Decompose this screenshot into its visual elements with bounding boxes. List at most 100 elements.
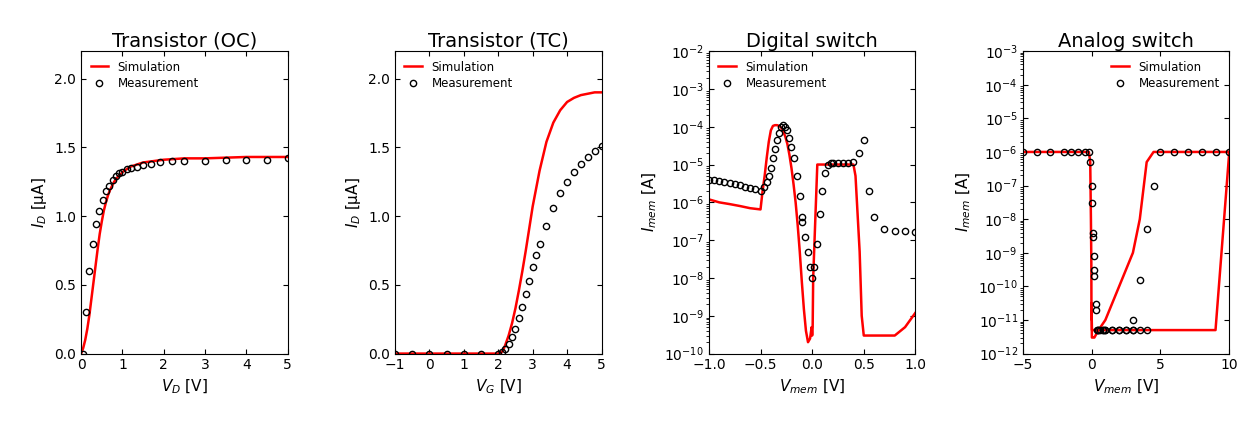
Legend: Simulation, Measurement: Simulation, Measurement <box>1108 57 1223 94</box>
Measurement <box>1088 307 1103 312</box>
Measurement <box>580 154 595 159</box>
Simulation <box>76 345 91 351</box>
Measurement <box>1063 150 1078 155</box>
Measurement <box>498 347 513 352</box>
Simulation <box>197 156 212 161</box>
Simulation <box>1071 150 1086 155</box>
Simulation <box>280 154 295 159</box>
Measurement <box>1083 159 1098 164</box>
Measurement <box>388 351 403 356</box>
Y-axis label: $I_D$ [μA]: $I_D$ [μA] <box>343 177 363 228</box>
Measurement <box>1086 230 1101 235</box>
Measurement <box>490 351 505 356</box>
Y-axis label: $I_{mem}$ [A]: $I_{mem}$ [A] <box>640 172 659 233</box>
Measurement <box>1096 328 1111 333</box>
Simulation <box>711 200 726 205</box>
Measurement <box>1085 201 1099 206</box>
Measurement <box>792 193 807 198</box>
Measurement <box>115 170 130 175</box>
Measurement <box>711 179 726 184</box>
Measurement <box>109 174 124 179</box>
Measurement <box>553 190 568 195</box>
Measurement <box>404 351 419 356</box>
Simulation <box>484 351 499 356</box>
Measurement <box>701 177 716 182</box>
Simulation <box>515 268 530 273</box>
Simulation <box>539 139 554 144</box>
Simulation <box>1057 150 1072 155</box>
Simulation <box>553 108 568 113</box>
Simulation <box>800 340 815 345</box>
Simulation <box>512 288 527 293</box>
Simulation <box>559 99 574 104</box>
Simulation <box>587 90 602 95</box>
Measurement <box>238 157 253 162</box>
Simulation <box>102 187 117 193</box>
Simulation <box>821 162 836 167</box>
Simulation <box>580 91 595 96</box>
Measurement <box>778 124 792 130</box>
Measurement <box>776 123 791 128</box>
Measurement <box>594 144 609 149</box>
Title: Transistor (OC): Transistor (OC) <box>112 32 257 51</box>
Measurement <box>152 160 167 165</box>
Measurement <box>532 241 547 246</box>
Line: Measurement: Measurement <box>1020 149 1136 333</box>
Simulation <box>106 179 121 184</box>
Measurement <box>733 183 748 188</box>
X-axis label: $V_{mem}$ [V]: $V_{mem}$ [V] <box>779 378 845 397</box>
Measurement <box>1081 150 1096 155</box>
Simulation <box>504 321 519 326</box>
Measurement <box>494 350 509 355</box>
Simulation <box>1085 301 1099 306</box>
Measurement <box>768 147 782 152</box>
Measurement <box>716 180 731 185</box>
Measurement <box>743 185 758 190</box>
Simulation <box>101 193 116 198</box>
Simulation <box>80 326 95 331</box>
Measurement <box>1016 150 1031 155</box>
Measurement <box>789 173 804 178</box>
Measurement <box>473 351 488 356</box>
Measurement <box>422 351 437 356</box>
Measurement <box>99 189 114 194</box>
Measurement <box>529 252 544 257</box>
Measurement <box>504 334 519 340</box>
Measurement <box>280 156 295 161</box>
Simulation <box>82 313 97 318</box>
Measurement <box>124 165 139 170</box>
Measurement <box>197 158 212 164</box>
Simulation <box>495 347 510 352</box>
Simulation <box>487 351 502 356</box>
Legend: Simulation, Measurement: Simulation, Measurement <box>401 57 517 94</box>
Measurement <box>79 310 94 315</box>
Simulation <box>567 95 582 101</box>
Simulation <box>1081 150 1096 155</box>
Measurement <box>794 215 809 220</box>
Simulation <box>388 351 403 356</box>
Simulation <box>786 182 801 187</box>
Line: Measurement: Measurement <box>706 122 805 221</box>
Simulation <box>136 160 151 165</box>
Measurement <box>545 205 560 210</box>
Line: Simulation: Simulation <box>396 92 602 354</box>
Title: Digital switch: Digital switch <box>746 32 879 51</box>
Simulation <box>105 183 120 188</box>
Simulation <box>846 162 861 167</box>
Line: Simulation: Simulation <box>81 157 287 354</box>
Simulation <box>1077 150 1092 155</box>
Simulation <box>177 156 192 161</box>
Measurement <box>738 184 753 189</box>
Measurement <box>1092 328 1107 333</box>
Measurement <box>119 167 134 172</box>
Measurement <box>723 181 738 186</box>
Measurement <box>111 171 126 176</box>
Measurement <box>706 178 721 183</box>
Simulation <box>1083 216 1098 222</box>
Simulation <box>96 208 111 213</box>
Simulation <box>1085 317 1099 322</box>
Measurement <box>82 268 97 273</box>
Measurement <box>786 155 801 161</box>
Simulation <box>502 333 517 338</box>
Measurement <box>1043 150 1058 155</box>
